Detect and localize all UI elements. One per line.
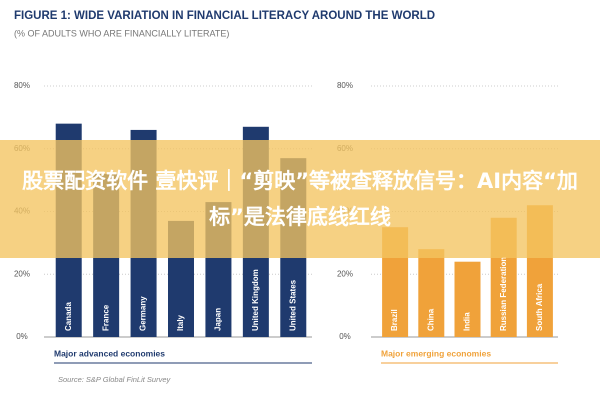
y-tick-label: 0% <box>339 332 351 341</box>
y-tick-label: 80% <box>14 81 30 90</box>
x-tick-label: Japan <box>214 308 223 331</box>
x-tick-label: France <box>101 304 110 331</box>
bar <box>454 261 481 337</box>
y-tick-label: 20% <box>337 269 353 278</box>
x-tick-label: Canada <box>64 302 73 331</box>
source: Source: S&P Global FinLit Survey <box>58 375 172 384</box>
y-tick-label: 80% <box>337 81 353 90</box>
bar <box>418 249 445 337</box>
x-axis-label: Major advanced economies <box>54 348 165 358</box>
x-tick-label: Russian Federation <box>499 257 508 331</box>
chart-title: FIGURE 1: WIDE VARIATION IN FINANCIAL LI… <box>14 10 435 22</box>
x-tick-label: India <box>463 312 472 331</box>
x-tick-label: China <box>426 308 435 331</box>
x-tick-label: Italy <box>176 314 185 331</box>
y-tick-label: 0% <box>16 332 28 341</box>
chart-subtitle: (% OF ADULTS WHO ARE FINANCIALLY LITERAT… <box>14 28 229 38</box>
x-tick-label: United Kingdom <box>251 269 260 331</box>
x-tick-label: United States <box>288 279 297 331</box>
banner: 股票配资软件 壹快评｜“剪映”等被查释放信号：AI内容“加标”是法律底线红线 <box>0 140 600 258</box>
x-tick-label: Germany <box>139 296 148 331</box>
x-tick-label: South Africa <box>535 283 544 331</box>
y-tick-label: 20% <box>14 269 30 278</box>
x-axis-label: Major emerging economies <box>381 348 491 358</box>
banner-text: 股票配资软件 壹快评｜“剪映”等被查释放信号：AI内容“加标”是法律底线红线 <box>22 169 578 229</box>
x-tick-label: Brazil <box>390 309 399 331</box>
